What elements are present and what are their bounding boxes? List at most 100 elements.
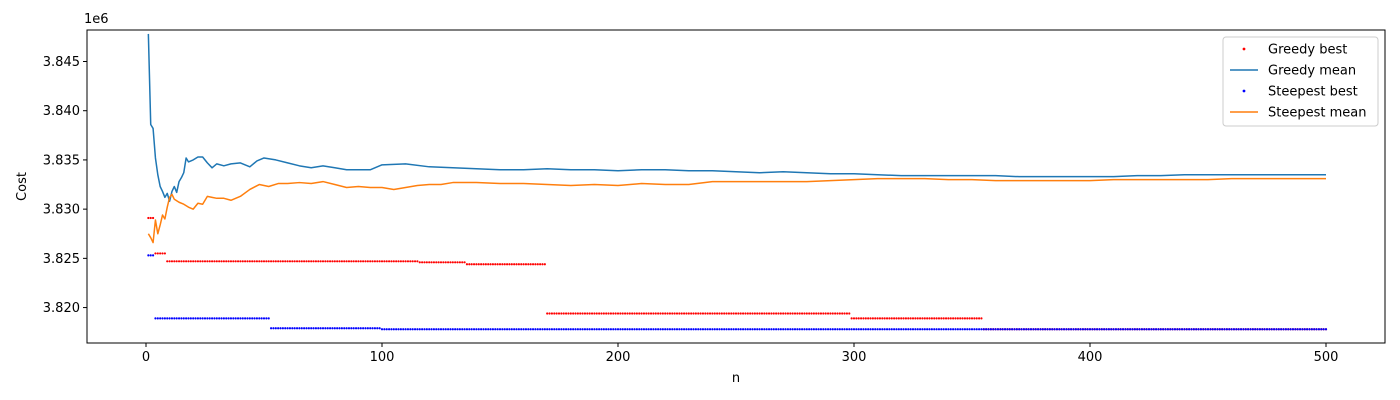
data-point [241,317,244,320]
data-point [590,328,594,331]
data-point [937,317,941,320]
data-point [581,328,584,331]
data-point [194,317,197,320]
data-point [1254,328,1257,331]
data-point [987,328,990,331]
data-point [992,328,995,331]
data-point [560,328,563,331]
data-point [163,317,166,320]
data-point [1006,328,1009,331]
data-point [406,260,410,263]
data-point [942,317,945,320]
data-point [229,260,233,263]
data-point [234,317,237,320]
data-point [572,312,575,315]
data-point [749,328,752,331]
data-point [725,328,728,331]
data-point [1110,328,1113,331]
data-point [581,312,584,315]
data-point [397,260,400,263]
data-point [812,328,815,331]
data-point [402,260,405,263]
data-point [288,327,292,330]
data-point [229,317,233,320]
data-point [723,328,726,331]
data-point [765,312,768,315]
data-point [930,317,933,320]
data-point [746,328,749,331]
data-point [213,317,216,320]
data-point [782,312,785,315]
data-point [310,327,313,330]
data-point [366,327,369,330]
data-point [711,312,714,315]
data-point [359,327,362,330]
data-point [343,327,346,330]
data-point [501,263,504,266]
data-point [654,328,657,331]
data-point [1296,328,1299,331]
data-point [272,327,275,330]
data-point [515,328,518,331]
data-point [175,260,178,263]
data-point [390,328,393,331]
data-point [862,317,865,320]
data-point [529,263,532,266]
data-point [173,317,176,320]
data-point [751,328,754,331]
data-point [350,260,353,263]
data-point [1124,328,1127,331]
data-point [638,312,641,315]
data-point [293,260,296,263]
data-point [1032,328,1035,331]
data-point [149,254,152,257]
x-axis: 0 100 200 300 400 500 [142,343,1338,365]
data-point [1060,328,1063,331]
data-point [737,328,740,331]
data-point [418,328,421,331]
data-point [553,312,556,315]
data-point [1103,328,1106,331]
data-point [635,312,638,315]
data-point [708,328,712,331]
data-point [1140,328,1144,331]
data-point [841,312,844,315]
data-point [454,328,457,331]
data-point [812,312,815,315]
data-point [156,252,159,255]
data-point [269,260,273,263]
data-point [947,317,950,320]
data-point [753,328,756,331]
data-point [173,260,176,263]
data-point [973,328,976,331]
data-point [1237,328,1240,331]
data-point [411,328,414,331]
data-point [546,328,549,331]
data-point [859,317,863,320]
data-point [791,312,794,315]
data-point [980,328,983,331]
data-point [588,328,591,331]
data-point [161,252,164,255]
data-point [711,328,714,331]
data-point [834,312,837,315]
data-point [595,312,598,315]
data-point [966,317,969,320]
data-point [1027,328,1030,331]
data-point [626,328,629,331]
data-point [541,328,544,331]
data-point [1324,328,1328,331]
data-point [1081,328,1085,331]
data-point [883,328,886,331]
data-point [697,312,700,315]
data-point [789,328,792,331]
data-point [350,327,353,330]
data-point [921,317,924,320]
data-point [253,317,256,320]
data-point [277,260,280,263]
data-point [579,312,582,315]
data-point [770,312,773,315]
data-point [720,312,723,315]
y-tick-label: 3.835 [43,153,80,168]
data-point [926,328,929,331]
